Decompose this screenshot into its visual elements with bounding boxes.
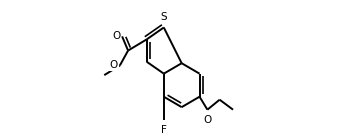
Text: O: O (203, 115, 211, 125)
Text: S: S (161, 12, 167, 22)
Text: O: O (112, 31, 120, 41)
Text: O: O (110, 60, 118, 70)
Text: F: F (161, 125, 167, 135)
